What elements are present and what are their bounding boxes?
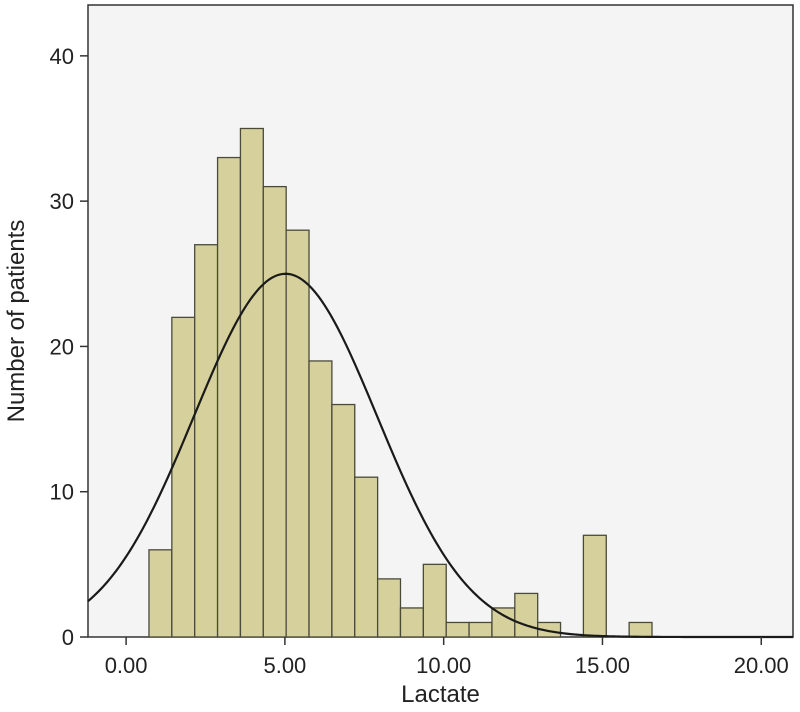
histogram-bar	[331, 403, 356, 638]
histogram-bars	[148, 127, 653, 638]
histogram-bar	[582, 534, 607, 638]
y-tick-label: 0	[62, 625, 74, 650]
x-tick-label: 10.00	[416, 653, 471, 678]
histogram-bar	[239, 127, 264, 638]
histogram-bar	[468, 621, 493, 638]
x-axis-title: Lactate	[401, 681, 480, 708]
x-axis: 0.00 5.00 10.00 15.00 20.00	[105, 637, 789, 678]
normal-distribution-curve	[87, 272, 793, 639]
x-tick-label: 0.00	[105, 653, 148, 678]
histogram-bar	[399, 607, 425, 638]
y-tick-label: 10	[50, 480, 74, 505]
histogram-bar	[354, 476, 379, 638]
histogram-bar	[491, 607, 516, 638]
histogram-bar	[216, 156, 242, 638]
y-axis: 0 10 20 30 40	[50, 44, 88, 650]
histogram-bar	[376, 578, 402, 638]
y-tick-label: 30	[50, 189, 74, 214]
histogram-bar	[308, 360, 333, 638]
histogram-bar	[445, 621, 470, 638]
x-tick-label: 5.00	[263, 653, 306, 678]
histogram-bar	[628, 621, 653, 638]
histogram-bar	[285, 229, 310, 638]
x-tick-label: 20.00	[734, 653, 789, 678]
histogram-bar	[148, 549, 173, 638]
y-tick-label: 20	[50, 334, 74, 359]
x-tick-label: 15.00	[575, 653, 630, 678]
histogram-bar	[422, 563, 447, 638]
histogram-bar	[514, 592, 539, 638]
histogram-bar	[194, 244, 219, 638]
y-axis-title: Number of patients	[3, 220, 30, 423]
histogram-bar	[171, 316, 196, 638]
y-tick-label: 40	[50, 44, 74, 69]
histogram-bar	[262, 185, 287, 638]
